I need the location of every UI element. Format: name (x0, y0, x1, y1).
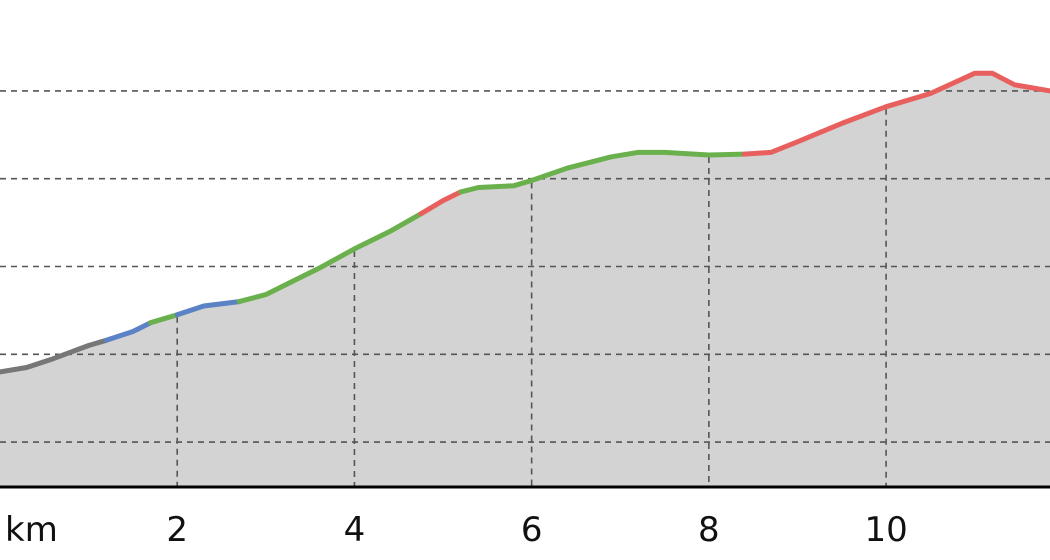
x-tick-label: 8 (698, 510, 720, 550)
x-tick-label: 6 (521, 510, 543, 550)
x-tick-label: 4 (344, 510, 366, 550)
profile-segment-green (148, 312, 180, 326)
grid-layer (0, 90, 1050, 486)
x-tick-label: 2 (166, 510, 188, 550)
x-unit-label: km (5, 510, 58, 550)
profile-segment-green (458, 149, 747, 195)
profile-line-layer (0, 70, 1050, 375)
fill-layer (0, 73, 1050, 487)
profile-segment-red (741, 70, 1050, 157)
profile-segment-red (418, 189, 464, 217)
profile-segment-green (236, 211, 424, 305)
x-tick-label: 10 (864, 510, 907, 550)
profile-segment-blue (103, 320, 154, 343)
profile-segment-gray (0, 337, 109, 375)
profile-segment-blue (174, 299, 242, 318)
elevation-area (0, 73, 1050, 487)
x-tick-label-layer: km 2 4 6 8 10 (5, 510, 908, 550)
